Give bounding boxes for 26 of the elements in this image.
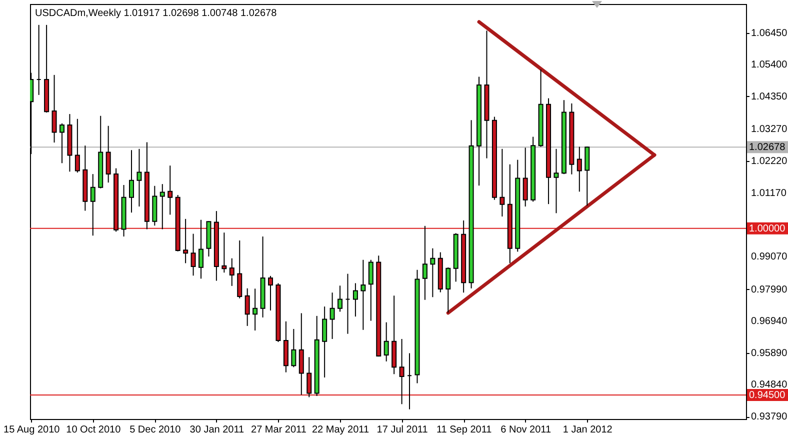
x-tick-label: 22 May 2011 <box>312 424 370 436</box>
y-tick-label: 0.96940 <box>751 316 788 328</box>
x-tick-label: 6 Nov 2011 <box>500 424 552 436</box>
y-tick-label: 0.93790 <box>751 412 788 423</box>
y-tick-label: 1.01170 <box>751 188 787 199</box>
x-tick-label: 10 Oct 2010 <box>66 424 122 436</box>
y-tick-label: 0.95890 <box>751 348 788 359</box>
y-tick-label: 1.06450 <box>751 28 788 39</box>
y-tick-label: 0.99070 <box>751 252 788 263</box>
x-tick-label: 15 Aug 2010 <box>4 424 60 436</box>
ref-line-label: 1.02678 <box>749 142 786 154</box>
x-tick-label: 30 Jan 2011 <box>190 424 245 436</box>
x-tick-label: 5 Dec 2010 <box>130 424 182 436</box>
x-tick-label: 11 Sep 2011 <box>436 424 492 436</box>
y-tick-label: 0.97990 <box>751 284 788 296</box>
ref-line-label: 0.94500 <box>749 390 786 402</box>
x-tick-label: 27 Mar 2011 <box>251 424 307 436</box>
chart-title: USDCADm,Weekly 1.01917 1.02698 1.00748 1.02678 <box>35 8 278 19</box>
y-tick-label: 1.04350 <box>751 91 788 102</box>
ref-line-label: 1.00000 <box>749 223 786 234</box>
y-tick-label: 1.03270 <box>751 124 788 136</box>
y-tick-label: 0.94840 <box>751 380 788 391</box>
x-tick-label: 1 Jan 2012 <box>562 424 613 436</box>
x-tick-label: 17 Jul 2011 <box>376 424 428 436</box>
y-tick-label: 1.02220 <box>751 156 788 168</box>
y-tick-label: 1.05400 <box>751 60 788 71</box>
